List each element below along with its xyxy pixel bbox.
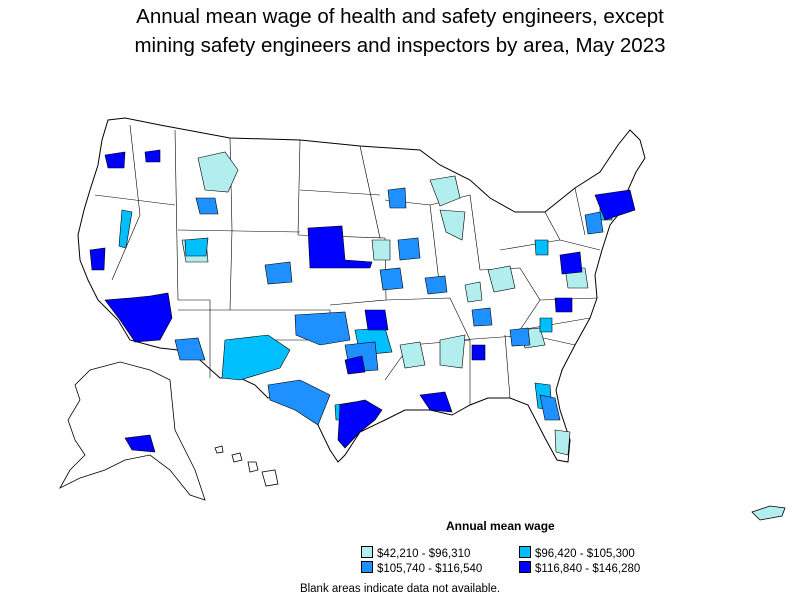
legend-swatch-tier4 [519, 561, 531, 573]
legend-item-tier1: $42,210 - $96,310 [361, 546, 470, 560]
legend-swatch-tier2 [519, 546, 531, 558]
blank-areas-note: Blank areas indicate data not available. [299, 583, 501, 595]
legend-label-tier4: $116,840 - $146,280 [535, 563, 641, 575]
legend-item-tier4: $116,840 - $146,280 [519, 561, 640, 575]
legend-item-tier3: $105,740 - $116,540 [361, 561, 482, 575]
legend-title: Annual mean wage [446, 519, 555, 533]
legend-label-tier1: $42,210 - $96,310 [377, 548, 471, 560]
puerto-rico-outline [751, 505, 786, 521]
alaska-area-highlight [124, 434, 156, 453]
legend-swatch-tier1 [361, 546, 373, 558]
tier4-areas [89, 149, 636, 449]
legend-label-tier3: $105,740 - $116,540 [377, 563, 483, 575]
legend-swatch-tier3 [361, 561, 373, 573]
legend-item-tier2: $96,420 - $105,300 [519, 546, 635, 560]
alaska-outline [59, 361, 206, 501]
legend-label-tier2: $96,420 - $105,300 [535, 548, 635, 560]
hawaii-islands [214, 445, 279, 487]
map-title: Annual mean wage of health and safety en… [0, 2, 800, 60]
tier3-areas [174, 187, 604, 426]
title-line-2: mining safety engineers and inspectors b… [134, 34, 666, 57]
title-line-1: Annual mean wage of health and safety en… [136, 5, 664, 28]
